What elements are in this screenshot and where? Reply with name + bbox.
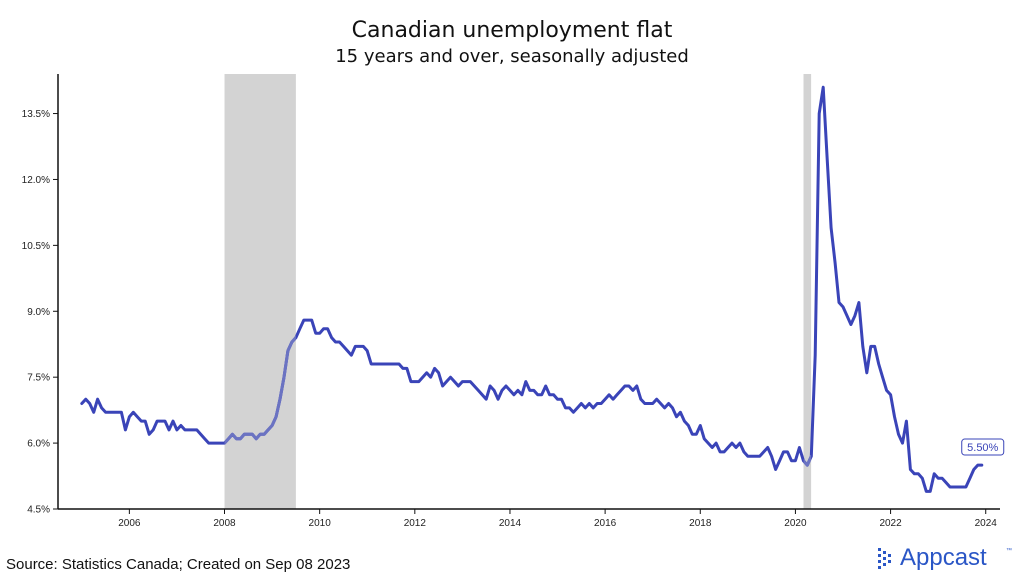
callout-label-1: 5.50% [967, 442, 998, 454]
x-tick-label-2020: 2020 [784, 518, 807, 529]
callout-box-1 [961, 438, 1005, 456]
x-tick-label-2018: 2018 [689, 518, 712, 529]
series-lines [80, 85, 984, 493]
recession-band-2 [803, 74, 812, 509]
appcast-logo: Appcast ™ [874, 544, 1014, 574]
grid-dots-icon [878, 548, 891, 569]
series-line-recession-2 [803, 454, 812, 467]
x-tick-label-2016: 2016 [594, 518, 617, 529]
x-tick-label-2006: 2006 [118, 518, 141, 529]
x-tick-label-2010: 2010 [309, 518, 332, 529]
axes: 4.5% 6.0% 7.5% 9.0% 10.5% 12.0% 13.5% 2006 2008 2… [22, 74, 1000, 529]
y-tick-label-7.5%: 7.5% [27, 373, 50, 384]
y-tick-label-10.5%: 10.5% [22, 241, 50, 252]
x-tick-label-2014: 2014 [499, 518, 522, 529]
x-tick-label-2024: 2024 [975, 518, 998, 529]
y-tick-label-9.0%: 9.0% [27, 307, 50, 318]
y-tick-label-13.5%: 13.5% [22, 109, 50, 120]
x-tick-label-2012: 2012 [404, 518, 427, 529]
y-tick-label-4.5%: 4.5% [27, 505, 50, 516]
recession-band-1 [224, 74, 296, 509]
x-tick-label-2022: 2022 [879, 518, 902, 529]
y-tick-label-6.0%: 6.0% [27, 439, 50, 450]
chart-subtitle: 15 years and over, seasonally adjusted [335, 46, 689, 67]
y-tick-label-12.0%: 12.0% [22, 175, 50, 186]
logo-text: Appcast [900, 544, 987, 571]
recession-bands [224, 74, 812, 509]
logo-trademark: ™ [1006, 548, 1012, 554]
series-line-recession-1 [224, 333, 296, 445]
source-note: Source: Statistics Canada; Created on Se… [6, 556, 351, 573]
x-tick-label-2008: 2008 [213, 518, 236, 529]
series-line-1 [80, 85, 984, 493]
chart-title: Canadian unemployment flat [351, 18, 673, 43]
annotations: 5.50% [961, 438, 1005, 456]
